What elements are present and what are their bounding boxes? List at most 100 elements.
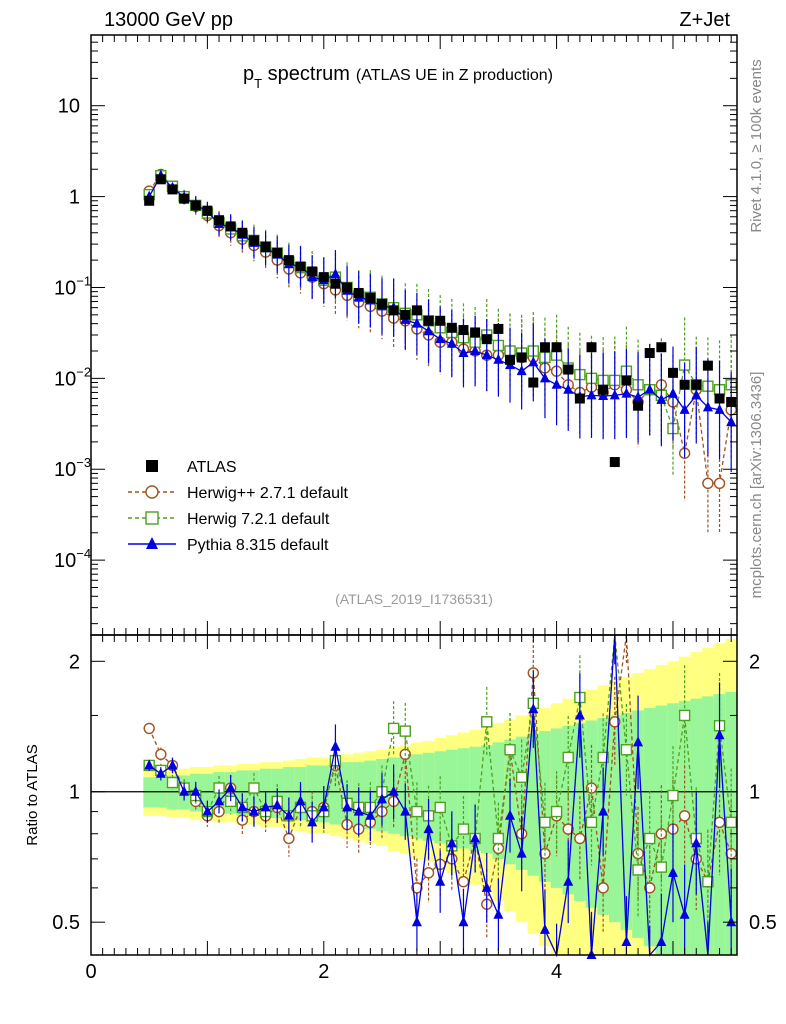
- main-point: [539, 372, 550, 383]
- ratio-point: [574, 709, 585, 720]
- main-point: [516, 365, 527, 376]
- ratio-point: [597, 882, 609, 894]
- ratio-point: [190, 785, 201, 796]
- ratio-point: [585, 816, 598, 829]
- main-point: [493, 323, 504, 334]
- main-point: [528, 356, 539, 367]
- ratio-point: [679, 908, 690, 919]
- ratio-stat-band: [236, 770, 249, 816]
- main-point: [248, 235, 259, 246]
- main-point: [470, 345, 481, 356]
- ratio-point: [515, 771, 528, 783]
- ratio-point: [330, 740, 341, 751]
- ratio-point: [144, 759, 155, 770]
- legend-marker: [145, 511, 159, 525]
- main-point: [702, 401, 713, 412]
- main-point: [167, 184, 178, 195]
- main-point: [633, 391, 644, 402]
- main-point: [481, 334, 492, 345]
- ratio-point: [725, 816, 737, 829]
- title-note: (ATLAS UE in Z production): [356, 67, 553, 84]
- main-point: [388, 305, 399, 316]
- main-point: [714, 403, 725, 414]
- ratio-point: [539, 816, 551, 829]
- ratio-point: [691, 837, 702, 848]
- legend-entry-0: ATLAS: [146, 459, 237, 476]
- main-point: [295, 261, 306, 272]
- main-point: [202, 205, 213, 216]
- main-series-0: [144, 174, 737, 468]
- ratio-point: [562, 751, 574, 764]
- ratio-point: [435, 875, 446, 886]
- main-point: [330, 268, 341, 279]
- ratio-point: [457, 823, 470, 835]
- legend: ATLAS Herwig++ 2.7.1 default Herwig 7.2.1 …: [128, 459, 349, 554]
- main-point: [411, 305, 422, 316]
- legend-entry-1: Herwig++ 2.7.1 default: [128, 485, 349, 502]
- ratio-series-2: [144, 634, 737, 959]
- ratio-point: [272, 799, 283, 810]
- ratio-point: [655, 861, 668, 873]
- legend-marker: [146, 460, 158, 472]
- main-point: [621, 375, 632, 386]
- main-point: [330, 278, 341, 289]
- main-point: [400, 309, 411, 320]
- main-point: [481, 349, 492, 360]
- ratio-point: [260, 801, 271, 812]
- ratio-point: [353, 805, 364, 816]
- ratio-xtick-label: 0: [85, 961, 96, 983]
- ratio-point: [598, 805, 609, 816]
- ratio-ytick-label-right: 1: [749, 782, 760, 804]
- main-line-3: [148, 174, 732, 423]
- main-ytick-label: 10−1: [54, 273, 91, 299]
- ratio-point: [295, 795, 306, 806]
- ratio-point: [574, 832, 586, 845]
- ratio-point: [644, 832, 656, 845]
- ratio-point: [143, 722, 155, 735]
- title-main: spectrum: [262, 63, 350, 85]
- ratio-point: [550, 805, 563, 818]
- main-point: [307, 266, 318, 277]
- ratio-point: [446, 837, 457, 848]
- ratio-stat-band: [608, 715, 621, 923]
- main-point: [598, 384, 609, 395]
- ratio-point: [411, 882, 423, 894]
- legend-label: Pythia 8.315 default: [187, 537, 329, 554]
- main-point: [528, 377, 539, 388]
- ratio-point: [678, 810, 691, 822]
- main-point: [644, 348, 655, 359]
- ratio-point: [516, 847, 527, 858]
- title-subscript: T: [254, 76, 262, 91]
- ratio-point: [237, 801, 248, 812]
- ratio-point: [283, 832, 295, 845]
- main-point: [179, 193, 190, 204]
- main-point: [446, 322, 457, 333]
- rivet-version-label: Rivet 4.1.0, ≥ 100k events: [748, 59, 765, 232]
- ratio-stat-band: [527, 733, 540, 876]
- legend-marker: [146, 537, 158, 549]
- ratio-xtick-label: 2: [318, 961, 329, 983]
- ratio-point: [609, 716, 621, 728]
- ratio-point: [248, 805, 259, 816]
- ratio-bands-layer: [91, 639, 737, 955]
- ratio-stat-band: [539, 731, 551, 882]
- main-point: [516, 352, 527, 363]
- main-point: [353, 287, 364, 298]
- legend-label: Herwig 7.2.1 default: [187, 511, 330, 528]
- main-point: [470, 327, 481, 338]
- header-left: 13000 GeV pp: [104, 9, 233, 31]
- main-ytick-label: 10: [58, 96, 80, 118]
- ratio-point: [202, 805, 213, 816]
- ratio-point: [528, 703, 539, 714]
- ratio-point: [633, 736, 644, 747]
- ratio-point: [376, 793, 387, 804]
- main-ytick-label: 10−3: [54, 455, 91, 481]
- ratio-tick-labels: 0.5 0.5 1 1 2 2 0 2 4: [52, 651, 777, 983]
- analysis-watermark: (ATLAS_2019_I1736531): [335, 591, 493, 607]
- ratio-point: [481, 881, 492, 892]
- main-point: [563, 383, 574, 394]
- title-p: p: [243, 63, 254, 85]
- main-point: [365, 292, 376, 303]
- main-axis-ticks: [90, 34, 737, 635]
